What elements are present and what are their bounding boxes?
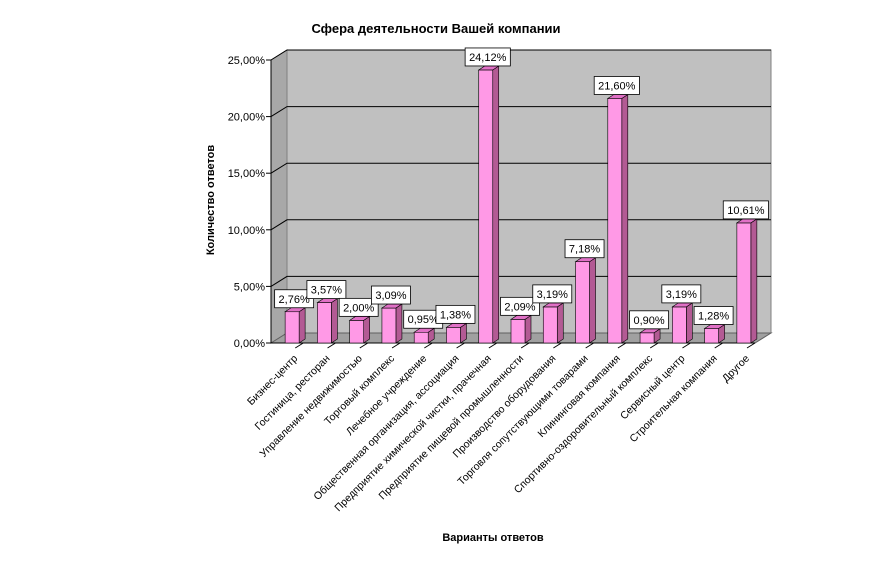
chart-title: Сфера деятельности Вашей компании <box>311 21 560 36</box>
data-label-text: 1,38% <box>440 309 471 321</box>
data-label-box <box>306 280 347 299</box>
x-tick-mark <box>714 342 723 349</box>
x-tick-mark <box>327 342 336 349</box>
bar <box>478 69 494 344</box>
bar <box>284 311 300 344</box>
data-label-box <box>629 310 669 330</box>
y-tick-label: 0,00% <box>234 338 265 350</box>
x-tick-mark <box>488 342 498 349</box>
data-label: 0,90% <box>629 310 669 330</box>
bar <box>413 331 429 344</box>
data-label-text: 21,60% <box>598 80 636 92</box>
y-tick-label: 10,00% <box>228 225 266 237</box>
data-label: 2,09% <box>500 296 540 316</box>
data-label: 7,18% <box>564 239 605 259</box>
data-label-box <box>532 284 573 304</box>
data-label-box <box>722 200 769 220</box>
bar-side <box>621 93 629 344</box>
data-label: 1,28% <box>693 306 734 325</box>
gridline <box>270 49 771 61</box>
data-label-text: 24,12% <box>469 52 507 64</box>
data-label-text: 3,57% <box>311 285 342 297</box>
x-tick-mark <box>295 342 304 349</box>
data-label: 10,61% <box>722 200 769 220</box>
bar-side <box>492 65 500 344</box>
x-tick-mark <box>520 342 530 349</box>
data-label-text: 3,19% <box>666 289 697 301</box>
data-label-box <box>371 285 411 305</box>
bar-side <box>363 315 370 344</box>
data-label-text: 2,09% <box>504 301 535 313</box>
x-tick-mark <box>682 342 691 349</box>
data-label-text: 10,61% <box>727 205 765 217</box>
x-tick-mark <box>553 342 562 349</box>
data-label: 3,57% <box>306 280 347 299</box>
bar-side <box>298 307 306 344</box>
bar <box>349 320 364 344</box>
x-tick-mark <box>359 342 369 349</box>
data-label: 1,38% <box>435 304 476 324</box>
x-tick-mark <box>391 342 401 349</box>
data-label-box <box>464 47 511 67</box>
x-tick-mark <box>617 342 627 349</box>
x-tick-mark <box>649 342 659 349</box>
data-labels: 2,76%3,57%2,00%3,09%0,95% 1,38% 24,12% 2,09… <box>274 47 769 330</box>
bar <box>317 302 332 344</box>
data-label: 2,00% <box>338 297 379 317</box>
y-tick-label: 5,00% <box>234 281 265 293</box>
bar <box>446 327 461 344</box>
data-label: 24,12% <box>464 47 511 67</box>
bar <box>672 306 687 344</box>
data-label-box <box>338 297 379 317</box>
x-tick-mark <box>585 342 594 349</box>
data-label: 3,09% <box>371 285 411 305</box>
data-label-text: 0,90% <box>633 315 664 327</box>
bar <box>607 98 623 344</box>
data-label-text: 3,19% <box>537 289 568 301</box>
data-label-box <box>693 306 734 325</box>
data-label-text: 0,95% <box>408 314 439 326</box>
bar-side <box>395 303 403 344</box>
data-label-box <box>661 284 702 304</box>
bar-side <box>750 218 758 344</box>
data-label-text: 1,28% <box>698 311 729 323</box>
x-tick-label: Другое <box>720 353 752 385</box>
y-tick-label: 20,00% <box>228 112 266 124</box>
data-label-text: 2,00% <box>343 302 374 314</box>
x-tick-mark <box>746 342 756 349</box>
bar-side <box>556 302 564 344</box>
data-label: 3,19% <box>532 284 573 304</box>
bar-side <box>686 302 693 344</box>
bar-side <box>589 257 596 344</box>
data-label-text: 7,18% <box>569 244 600 256</box>
x-tick-mark <box>456 342 465 349</box>
y-axis-title: Количество ответов <box>205 145 217 256</box>
bar <box>575 261 590 344</box>
x-tick-mark <box>424 342 433 349</box>
bar <box>736 222 752 344</box>
data-label: 2,76% <box>274 289 315 309</box>
y-tick-label: 25,00% <box>228 55 266 67</box>
bar <box>542 306 558 344</box>
bar-side <box>331 298 338 344</box>
data-label-box <box>593 76 640 95</box>
data-label-box <box>500 296 540 316</box>
x-axis-title: Варианты ответов <box>442 532 544 544</box>
bar <box>704 328 719 344</box>
data-label: 21,60% <box>593 76 640 95</box>
data-label: 0,95% <box>403 309 444 329</box>
data-label-text: 2,76% <box>279 294 310 306</box>
bar-side <box>524 314 532 344</box>
data-label: 3,19% <box>661 284 702 304</box>
bar <box>381 307 397 344</box>
data-label-box <box>435 304 476 324</box>
data-label-text: 3,09% <box>375 290 406 302</box>
data-label-box <box>564 239 605 259</box>
bar <box>510 319 526 344</box>
bar <box>639 332 655 344</box>
y-tick-label: 15,00% <box>228 168 266 180</box>
